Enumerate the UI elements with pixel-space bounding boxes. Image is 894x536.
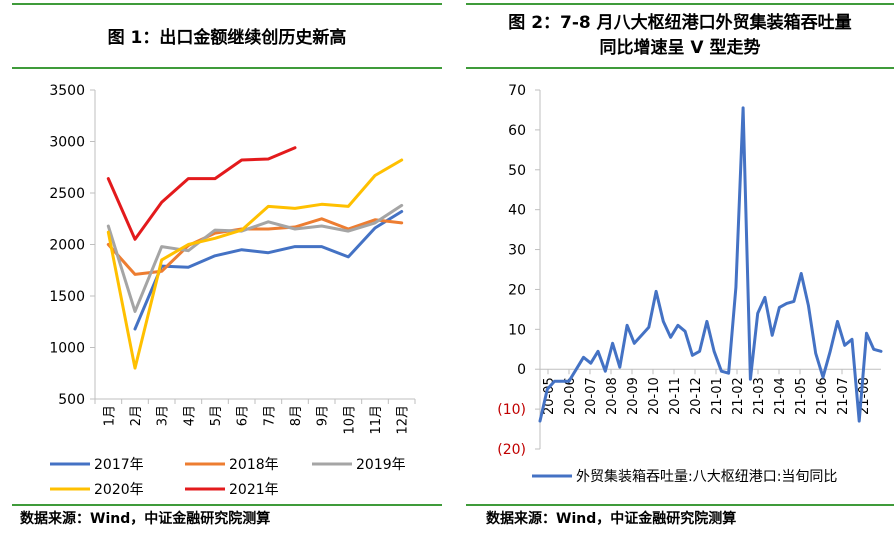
x-tick-label: 5月 — [209, 405, 224, 426]
y-tick-label: 40 — [508, 203, 526, 219]
y-tick-label: 70 — [508, 83, 526, 99]
legend-label: 2018年 — [229, 457, 279, 473]
x-tick-label: 20-12 — [689, 377, 704, 415]
x-tick-label: 3月 — [156, 405, 171, 426]
x-tick-label: 7月 — [262, 405, 277, 426]
source-rule — [466, 504, 894, 506]
y-tick-label: 500 — [58, 392, 85, 408]
chart1-panel: 图 1：出口金额继续创历史新高 500 1000 1500 2000 2500 3000 3… — [0, 0, 442, 536]
series-line-2017年 — [133, 210, 404, 331]
chart1-source: 数据来源：Wind，中证金融研究院测算 — [20, 511, 271, 527]
top-rule — [466, 3, 894, 5]
series-line-2019年 — [106, 203, 404, 313]
legend-label: 外贸集装箱吞吐量:八大枢纽港口:当旬同比 — [576, 468, 837, 485]
y-tick-label: 10 — [508, 322, 526, 338]
series-line-2020年 — [106, 158, 404, 370]
y-tick-label: 3000 — [49, 135, 85, 151]
chart2-panel: 图 2：7-8 月八大枢纽港口外贸集装箱吞吐量 同比增速呈 V 型走势 (20)… — [466, 0, 894, 536]
x-tick-label: 4月 — [182, 405, 197, 426]
chart1-svg: 500 1000 1500 2000 2500 3000 3500 1月 2月 3月 4月 5月 6月 7… — [49, 83, 416, 498]
x-tick-label: 9月 — [316, 405, 331, 426]
y-tick-label: 2000 — [49, 238, 85, 254]
source-rule — [12, 504, 442, 506]
x-tick-label: 12月 — [396, 405, 411, 435]
y-tick-label: 30 — [508, 243, 526, 259]
x-tick-label: 11月 — [369, 405, 384, 435]
chart2-svg: (20) (10) 0 10 20 30 40 50 60 70 20-05 20-06 20-07 20… — [497, 83, 883, 485]
title-rule — [466, 67, 894, 69]
x-tick-label: 21-05 — [794, 377, 809, 415]
legend-label: 2020年 — [94, 482, 144, 498]
y-tick-label: 60 — [508, 123, 526, 139]
chart2-title-line2: 同比增速呈 V 型走势 — [599, 38, 761, 58]
y-tick-label: (20) — [497, 442, 526, 458]
x-tick-label: 20-10 — [647, 377, 662, 415]
y-tick-label: 50 — [508, 163, 526, 179]
y-tick-label: 1000 — [49, 341, 85, 357]
series-line-2021年 — [106, 146, 297, 241]
top-rule — [12, 3, 442, 5]
x-tick-label: 20-09 — [626, 377, 641, 415]
x-tick-label: 1月 — [102, 405, 117, 426]
x-tick-label: 20-08 — [605, 377, 620, 415]
y-tick-label: 1500 — [49, 289, 85, 305]
x-tick-label: 8月 — [289, 405, 304, 426]
x-tick-label: 20-06 — [563, 377, 578, 415]
y-tick-label: 0 — [517, 362, 526, 378]
x-tick-label: 20-11 — [668, 377, 683, 415]
chart2-title-line1: 图 2：7-8 月八大枢纽港口外贸集装箱吞吐量 — [508, 13, 852, 33]
y-tick-label: 3500 — [49, 83, 85, 99]
legend-label: 2019年 — [356, 457, 406, 473]
x-tick-label: 21-06 — [815, 377, 830, 415]
x-tick-label: 20-07 — [584, 377, 599, 415]
chart2-source: 数据来源：Wind，中证金融研究院测算 — [486, 511, 737, 527]
x-tick-label: 21-03 — [752, 377, 767, 415]
title-rule — [12, 67, 442, 69]
x-tick-label: 21-07 — [836, 377, 851, 415]
y-tick-label: 20 — [508, 282, 526, 298]
series-line — [538, 106, 883, 423]
x-tick-label: 21-04 — [773, 377, 788, 415]
x-tick-label: 20-05 — [542, 377, 557, 415]
y-tick-label: (10) — [497, 402, 526, 418]
x-tick-label: 21-01 — [710, 377, 725, 415]
x-tick-label: 6月 — [236, 405, 251, 426]
legend-label: 2017年 — [94, 457, 144, 473]
y-tick-label: 2500 — [49, 186, 85, 202]
x-tick-label: 2月 — [129, 405, 144, 426]
chart1-title: 图 1：出口金额继续创历史新高 — [107, 28, 347, 48]
legend-label: 2021年 — [229, 482, 279, 498]
x-tick-label: 10月 — [342, 405, 357, 435]
x-tick-label: 21-02 — [731, 377, 746, 415]
